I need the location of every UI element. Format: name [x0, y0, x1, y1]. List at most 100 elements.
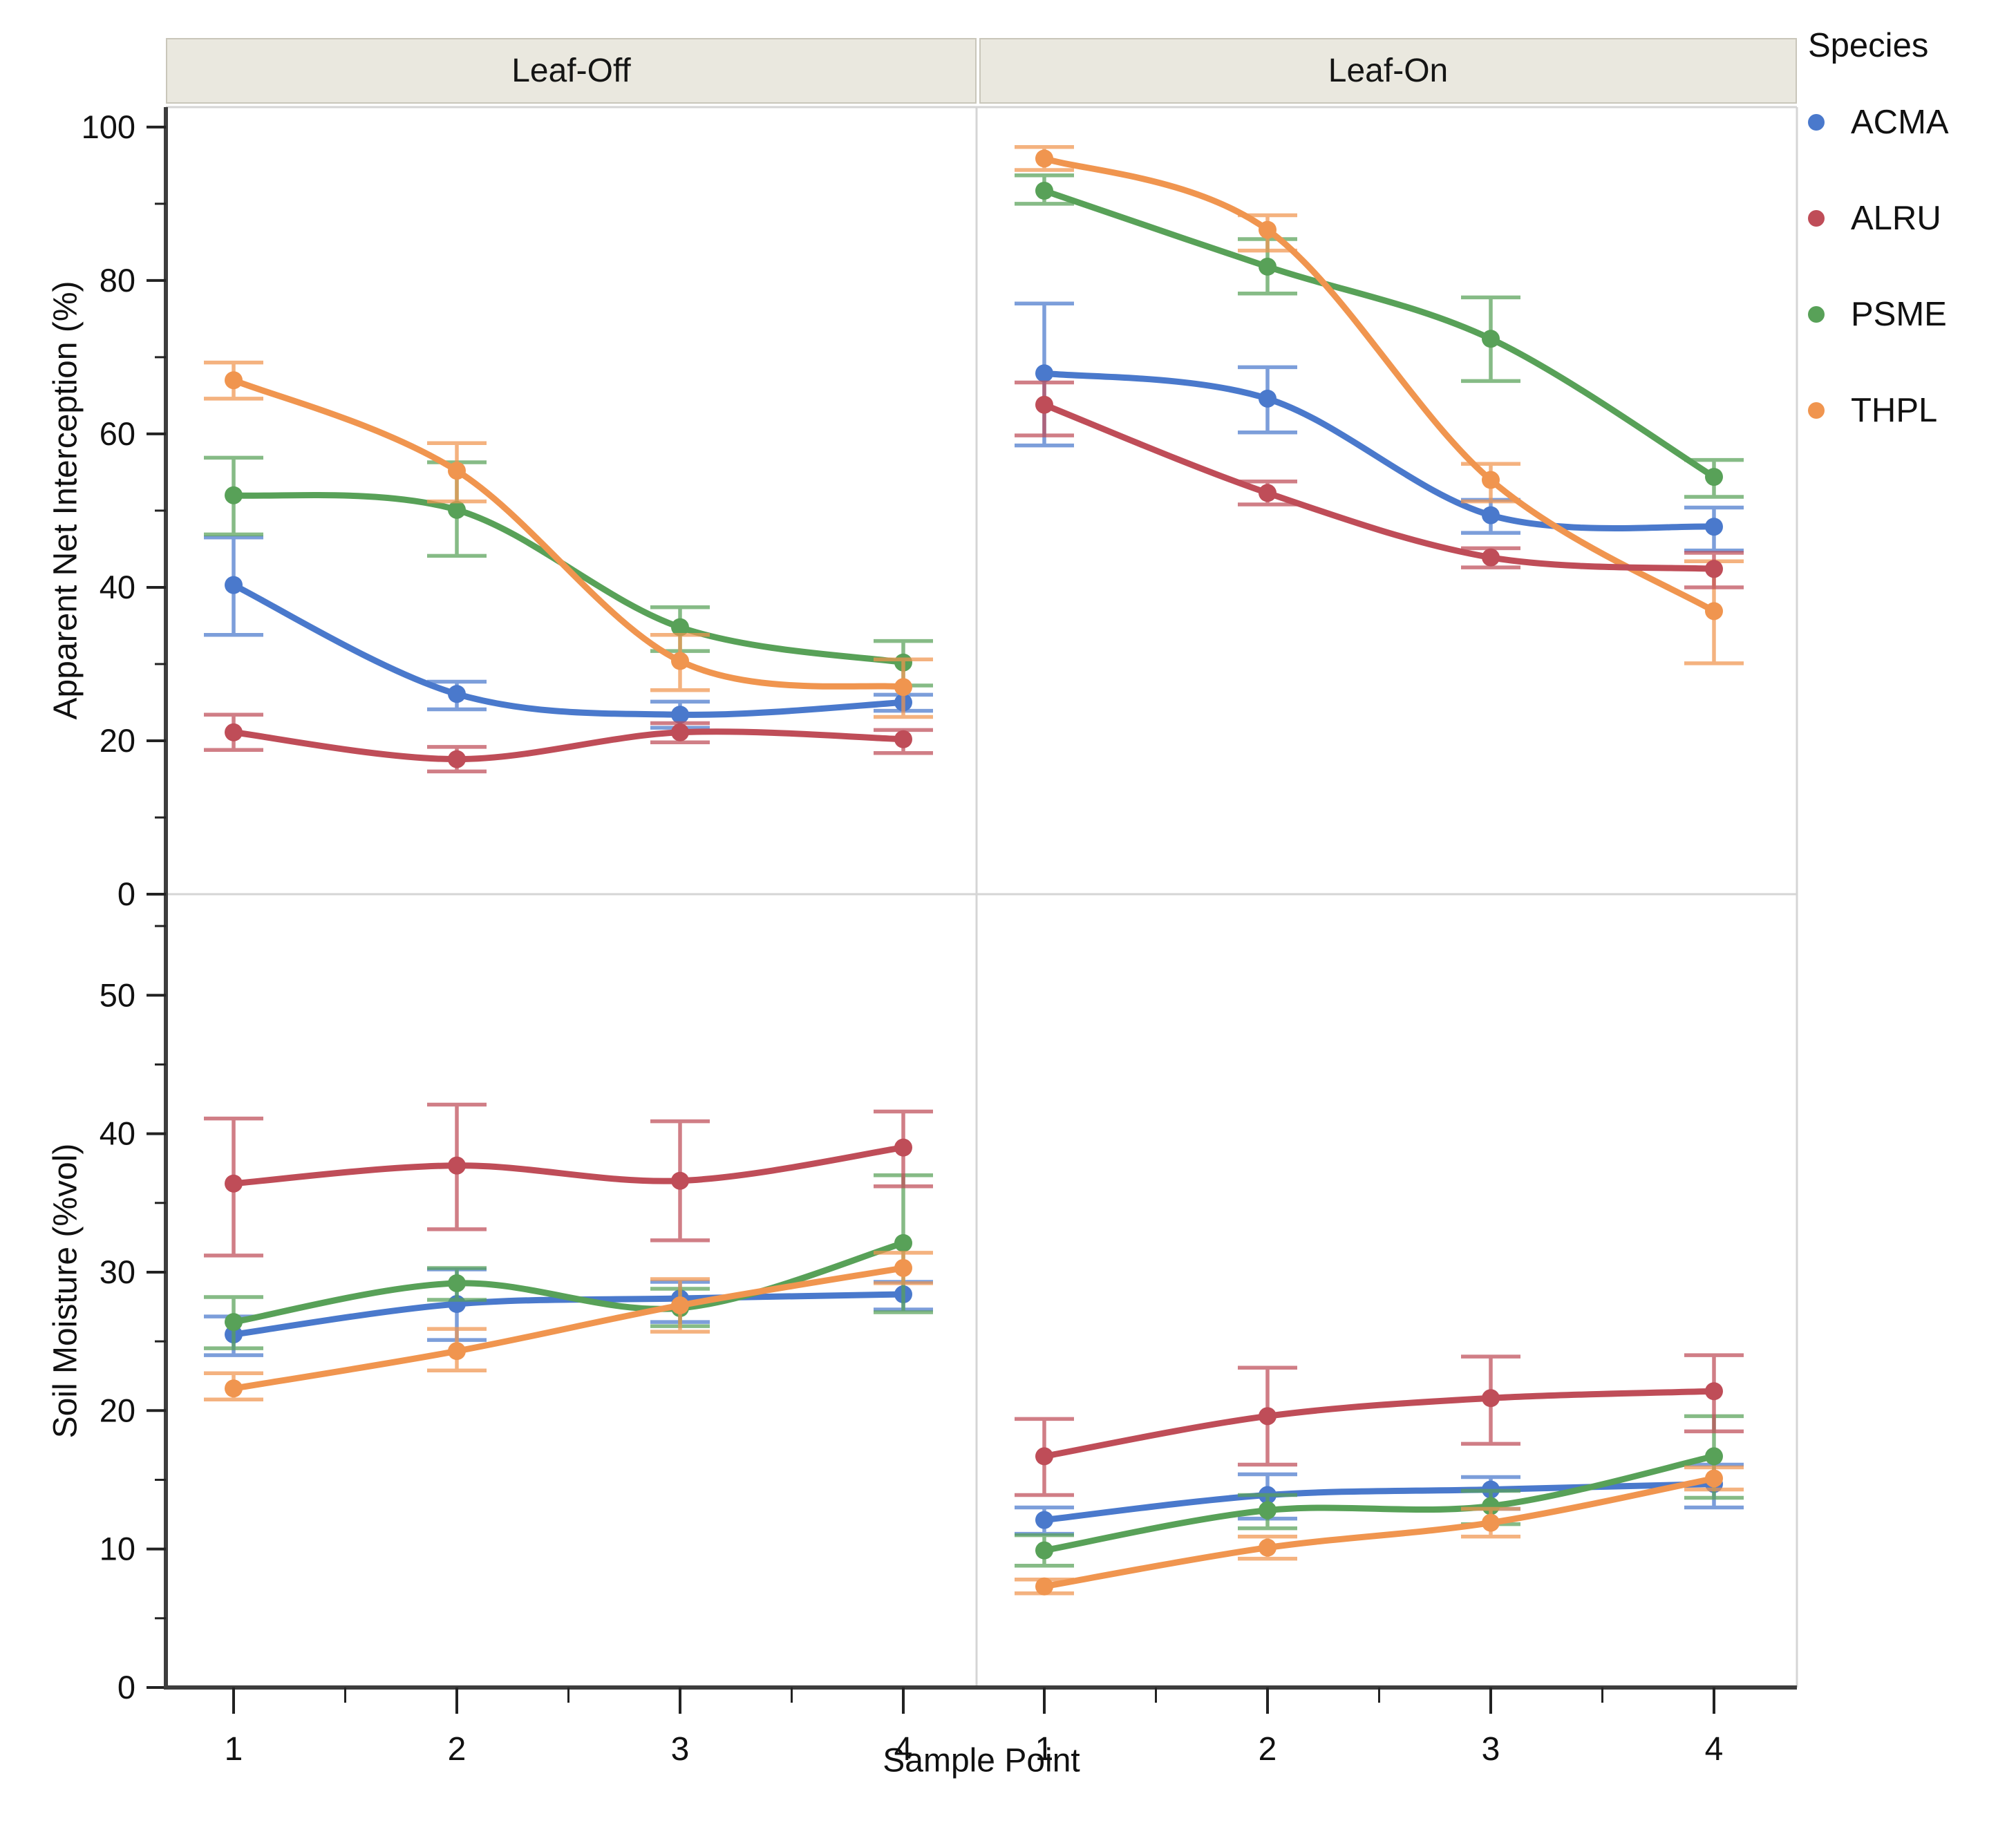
y-tick-label: 100: [82, 108, 135, 145]
data-point-ALRU-leaf_on-interception-1[interactable]: [1035, 395, 1053, 414]
data-point-THPL-leaf_on-interception-1[interactable]: [1035, 149, 1053, 168]
data-point-ACMA-leaf_on-interception-4[interactable]: [1705, 518, 1723, 536]
data-point-PSME-leaf_off-interception-1[interactable]: [225, 486, 243, 504]
data-point-ACMA-leaf_off-interception-2[interactable]: [448, 685, 466, 703]
thpl-color-dot: [1808, 402, 1825, 419]
y-tick-label: 60: [100, 415, 135, 452]
data-point-ACMA-leaf_on-interception-3[interactable]: [1482, 506, 1500, 524]
data-point-ALRU-leaf_off-soil_moisture-2[interactable]: [448, 1156, 466, 1175]
data-point-ALRU-leaf_off-soil_moisture-4[interactable]: [894, 1138, 912, 1157]
x-tick-label: 2: [448, 1731, 467, 1768]
y-tick-label: 20: [100, 1392, 135, 1428]
data-point-ALRU-leaf_off-soil_moisture-3[interactable]: [671, 1171, 689, 1190]
legend-label-psme: PSME: [1851, 296, 1947, 333]
series-THPL-soil_moisture-leaf_off: [204, 1251, 933, 1402]
series-ALRU-soil_moisture-leaf_on: [1015, 1353, 1744, 1497]
series-line-ACMA: [230, 582, 907, 718]
data-point-PSME-leaf_on-interception-4[interactable]: [1705, 468, 1723, 486]
data-point-THPL-leaf_on-soil_moisture-1[interactable]: [1035, 1577, 1053, 1596]
data-point-THPL-leaf_on-soil_moisture-3[interactable]: [1482, 1513, 1500, 1532]
series-line-THPL: [230, 377, 907, 690]
series-ALRU-interception-leaf_on: [1015, 380, 1744, 589]
series-line-ACMA: [1041, 370, 1717, 531]
data-point-THPL-leaf_off-soil_moisture-3[interactable]: [671, 1296, 689, 1315]
data-point-ACMA-leaf_off-interception-3[interactable]: [671, 706, 689, 724]
data-point-ACMA-leaf_on-soil_moisture-1[interactable]: [1035, 1511, 1053, 1529]
x-axis-title: Sample Point: [883, 1742, 1080, 1779]
data-point-THPL-leaf_off-soil_moisture-4[interactable]: [894, 1258, 912, 1277]
data-point-THPL-leaf_off-soil_moisture-1[interactable]: [225, 1379, 243, 1398]
legend-item-thpl[interactable]: THPL: [1808, 391, 2015, 430]
data-point-ALRU-leaf_on-interception-3[interactable]: [1482, 548, 1500, 567]
data-point-THPL-leaf_off-interception-3[interactable]: [671, 652, 689, 670]
data-point-ALRU-leaf_off-soil_moisture-1[interactable]: [225, 1174, 243, 1193]
alru-color-dot: [1808, 210, 1825, 227]
data-point-ALRU-leaf_on-interception-2[interactable]: [1259, 484, 1277, 502]
data-point-PSME-leaf_off-soil_moisture-2[interactable]: [448, 1274, 466, 1292]
y-axis-title-interception: Apparent Net Interception (%): [47, 281, 84, 720]
series-ACMA-interception-leaf_off: [204, 536, 933, 730]
series-line-ALRU: [230, 1144, 907, 1187]
data-point-PSME-leaf_off-interception-2[interactable]: [448, 500, 466, 519]
data-point-PSME-leaf_on-soil_moisture-2[interactable]: [1259, 1501, 1277, 1520]
data-point-ALRU-leaf_off-interception-4[interactable]: [894, 730, 912, 748]
data-point-ALRU-leaf_off-interception-3[interactable]: [671, 723, 689, 741]
data-point-THPL-leaf_on-interception-3[interactable]: [1482, 471, 1500, 489]
data-point-ALRU-leaf_off-interception-2[interactable]: [448, 750, 466, 768]
legend-title: Species: [1808, 27, 1929, 64]
data-point-THPL-leaf_on-soil_moisture-2[interactable]: [1259, 1538, 1277, 1557]
series-line-THPL: [1041, 155, 1717, 614]
data-point-ACMA-leaf_off-interception-1[interactable]: [225, 576, 243, 594]
data-point-ALRU-leaf_on-soil_moisture-4[interactable]: [1705, 1382, 1723, 1401]
legend-item-psme[interactable]: PSME: [1808, 295, 2015, 334]
series-line-THPL: [1041, 1475, 1717, 1590]
data-point-THPL-leaf_off-soil_moisture-2[interactable]: [448, 1342, 466, 1361]
series-line-ACMA: [230, 1291, 907, 1338]
data-point-PSME-leaf_off-soil_moisture-4[interactable]: [894, 1233, 912, 1252]
x-tick-label: 1: [225, 1731, 243, 1768]
series-THPL-interception-leaf_off: [204, 360, 933, 719]
x-tick-label: 2: [1259, 1731, 1277, 1768]
data-point-THPL-leaf_on-interception-4[interactable]: [1705, 602, 1723, 621]
y-axis-title-soil-moisture: Soil Moisture (%vol): [47, 1143, 84, 1439]
data-point-PSME-leaf_on-soil_moisture-4[interactable]: [1705, 1447, 1723, 1466]
data-point-PSME-leaf_on-interception-3[interactable]: [1482, 330, 1500, 348]
data-point-ACMA-leaf_on-interception-2[interactable]: [1259, 389, 1277, 408]
facet-header-leaf-on-label: Leaf-On: [1328, 53, 1449, 89]
legend-item-acma[interactable]: ACMA: [1808, 103, 2015, 142]
x-tick-label: 1: [1035, 1731, 1054, 1768]
data-point-PSME-leaf_on-soil_moisture-1[interactable]: [1035, 1541, 1053, 1560]
series-THPL-soil_moisture-leaf_on: [1015, 1465, 1744, 1596]
series-line-THPL: [230, 1265, 907, 1392]
data-point-PSME-leaf_off-soil_moisture-1[interactable]: [225, 1313, 243, 1332]
series-PSME-interception-leaf_on: [1015, 173, 1744, 499]
data-point-THPL-leaf_on-interception-2[interactable]: [1259, 220, 1277, 239]
series-line-PSME: [230, 1240, 907, 1325]
series-line-ACMA: [1041, 1481, 1717, 1524]
data-point-PSME-leaf_off-interception-3[interactable]: [671, 618, 689, 636]
data-point-ALRU-leaf_on-interception-4[interactable]: [1705, 560, 1723, 578]
legend-item-alru[interactable]: ALRU: [1808, 199, 2015, 238]
data-point-THPL-leaf_off-interception-2[interactable]: [448, 462, 466, 480]
y-tick-label: 40: [100, 1115, 135, 1152]
facet-header-leaf-on: Leaf-On: [979, 38, 1797, 104]
data-point-ALRU-leaf_on-soil_moisture-3[interactable]: [1482, 1389, 1500, 1408]
data-point-PSME-leaf_on-interception-1[interactable]: [1035, 182, 1053, 200]
series-line-PSME: [1041, 187, 1717, 480]
data-point-ALRU-leaf_on-soil_moisture-1[interactable]: [1035, 1447, 1053, 1466]
data-point-THPL-leaf_on-soil_moisture-4[interactable]: [1705, 1469, 1723, 1488]
data-point-ALRU-leaf_on-soil_moisture-2[interactable]: [1259, 1407, 1277, 1426]
series-line-PSME: [1041, 1453, 1717, 1554]
y-tick-label: 40: [100, 569, 135, 605]
y-tick-label: 10: [100, 1531, 135, 1567]
data-point-ACMA-leaf_on-interception-1[interactable]: [1035, 364, 1053, 383]
legend-label-alru: ALRU: [1851, 200, 1941, 237]
data-point-THPL-leaf_off-interception-1[interactable]: [225, 371, 243, 390]
data-point-ALRU-leaf_off-interception-1[interactable]: [225, 723, 243, 741]
series-ALRU-interception-leaf_off: [204, 712, 933, 774]
x-tick-label: 3: [671, 1731, 690, 1768]
data-point-THPL-leaf_off-interception-4[interactable]: [894, 678, 912, 697]
plot-area: [166, 107, 1797, 1687]
data-point-PSME-leaf_on-interception-2[interactable]: [1259, 257, 1277, 276]
